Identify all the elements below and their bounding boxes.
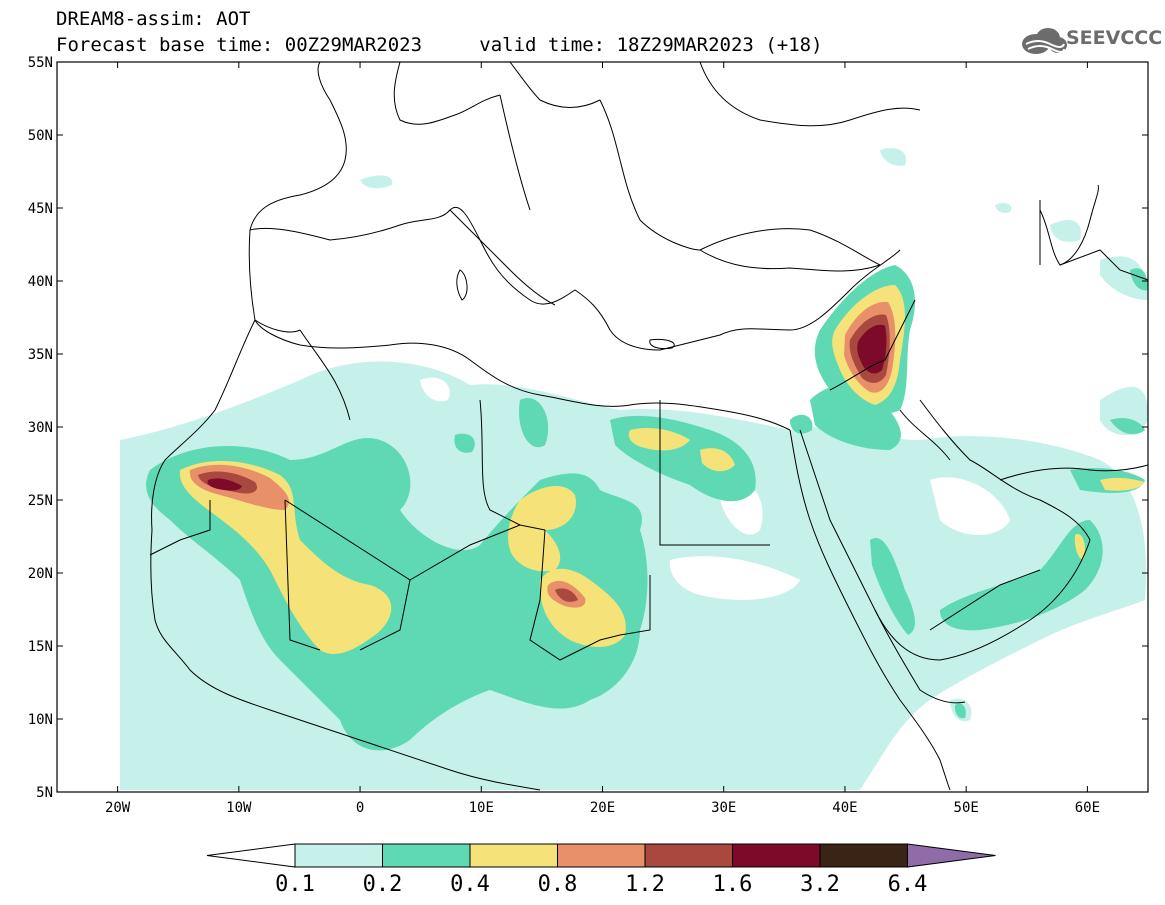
aot-field bbox=[120, 148, 1148, 790]
colorbar-label: 3.2 bbox=[800, 872, 840, 897]
colorbar-label: 6.4 bbox=[888, 872, 928, 897]
lon-tick-label: 40E bbox=[832, 800, 857, 816]
lat-tick-label: 35N bbox=[28, 347, 53, 363]
lon-tick-label: 20W bbox=[105, 800, 131, 816]
colorbar-label: 1.6 bbox=[713, 872, 753, 897]
colorbar-segment bbox=[819, 843, 908, 868]
lon-tick-label: 10W bbox=[226, 800, 252, 816]
lon-tick-label: 10E bbox=[469, 800, 494, 816]
colorbar-label: 1.2 bbox=[625, 872, 665, 897]
colorbar-segment bbox=[294, 843, 383, 868]
lon-tick-label: 60E bbox=[1075, 800, 1100, 816]
latitude-axis: 55N 50N 45N 40N 35N 30N 25N 20N 15N 10N 5N bbox=[28, 55, 1148, 801]
colorbar-label: 0.4 bbox=[450, 872, 490, 897]
lat-tick-label: 55N bbox=[28, 55, 53, 71]
colorbar-under-triangle bbox=[206, 843, 296, 868]
colorbar-label: 0.2 bbox=[363, 872, 403, 897]
seevccc-logo-text: SEEVCCC bbox=[1066, 27, 1163, 49]
valid-time-value: 18Z29MAR2023 bbox=[616, 34, 754, 56]
valid-time-label: valid time: bbox=[479, 34, 606, 56]
lon-tick-label: 20E bbox=[590, 800, 615, 816]
lat-tick-label: 30N bbox=[28, 420, 53, 436]
lat-tick-label: 15N bbox=[28, 639, 53, 655]
base-time-value: 00Z29MAR2023 bbox=[284, 34, 423, 56]
coastlines bbox=[149, 62, 1148, 791]
lat-tick-label: 40N bbox=[28, 274, 53, 290]
colorbar-segment bbox=[469, 843, 558, 868]
lon-tick-label: 30E bbox=[711, 800, 736, 816]
lat-tick-label: 45N bbox=[28, 201, 53, 217]
forecast-time-line: Forecast base time: 00Z29MAR2023 valid t… bbox=[56, 34, 823, 56]
lat-tick-label: 20N bbox=[28, 566, 53, 582]
lat-tick-label: 5N bbox=[36, 785, 53, 801]
lon-tick-label: 50E bbox=[954, 800, 979, 816]
lat-tick-label: 10N bbox=[28, 712, 53, 728]
lat-tick-label: 25N bbox=[28, 493, 53, 509]
lon-tick-label: 0 bbox=[356, 800, 364, 816]
colorbar-segment bbox=[644, 843, 733, 868]
colorbar: 0.1 0.2 0.4 0.8 1.2 1.6 3.2 6.4 bbox=[206, 843, 996, 897]
colorbar-label: 0.8 bbox=[538, 872, 578, 897]
cloud-icon bbox=[1022, 28, 1067, 54]
colorbar-segment bbox=[382, 843, 471, 868]
map-title: DREAM8-assim: AOT bbox=[56, 8, 251, 30]
colorbar-label: 0.1 bbox=[275, 872, 315, 897]
lead-time: (+18) bbox=[765, 34, 823, 56]
lat-tick-label: 50N bbox=[28, 128, 53, 144]
base-time-label: Forecast base time: bbox=[56, 34, 274, 56]
colorbar-over-triangle bbox=[907, 843, 996, 868]
colorbar-segment bbox=[557, 843, 646, 868]
colorbar-segment bbox=[732, 843, 821, 868]
longitude-axis: 20W 10W 0 10E 20E 30E 40E 50E 60E bbox=[105, 62, 1100, 816]
